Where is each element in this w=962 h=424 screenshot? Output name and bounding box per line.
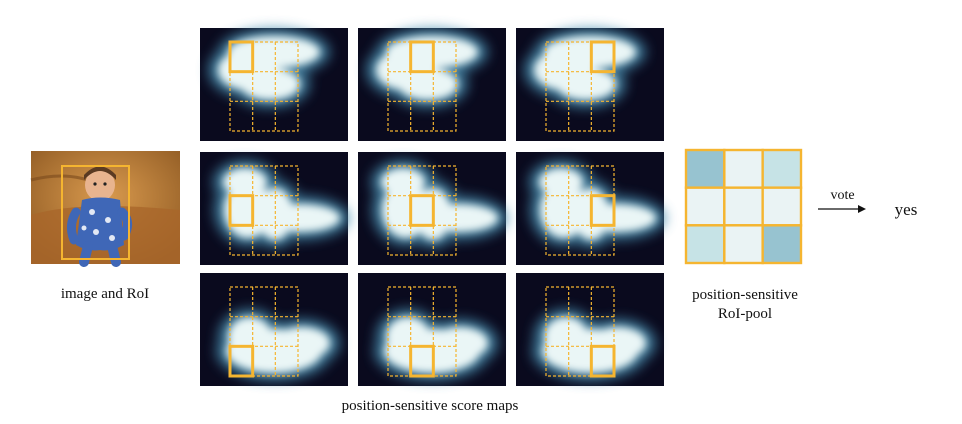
highlighted-bin xyxy=(228,194,255,227)
score-map xyxy=(200,152,350,265)
baby-figure xyxy=(66,166,132,267)
score-map xyxy=(358,28,506,141)
activation-blob xyxy=(274,327,330,359)
activation-blob xyxy=(544,317,588,357)
highlighted-bin xyxy=(409,40,435,74)
highlighted-bin xyxy=(589,194,616,227)
roi-pool-label-line1: position-sensitive xyxy=(692,287,798,303)
result-label: yes xyxy=(894,200,918,219)
highlighted-bin xyxy=(409,194,435,227)
score-map xyxy=(200,28,348,141)
score-map xyxy=(200,273,348,386)
highlighted-bin xyxy=(589,344,616,378)
roi-pool-label-line2: RoI-pool xyxy=(717,306,773,322)
score-map xyxy=(358,152,508,265)
score-maps-label: position-sensitive score maps xyxy=(341,398,519,414)
activation-blob xyxy=(432,327,488,359)
score-map xyxy=(516,152,666,265)
pool-cell xyxy=(684,224,726,265)
vote-label: vote xyxy=(830,188,855,203)
roi-dashed-grid xyxy=(387,165,457,256)
activation-blob xyxy=(260,204,340,232)
vote-arrow xyxy=(818,205,866,213)
roi-dashed-grid xyxy=(387,41,457,132)
roi-pool-output xyxy=(684,148,803,265)
pool-cell xyxy=(761,224,803,265)
activation-blob xyxy=(418,204,498,232)
activation-blob xyxy=(240,68,300,100)
roi-box xyxy=(61,165,130,260)
activation-blob xyxy=(590,327,646,359)
activation-blob xyxy=(576,204,656,232)
pool-cell xyxy=(723,186,764,227)
score-map xyxy=(516,273,664,386)
highlighted-bin xyxy=(409,344,435,378)
activation-blob xyxy=(228,36,320,68)
pool-cell xyxy=(723,148,764,189)
pool-cell xyxy=(761,148,803,189)
highlighted-bin xyxy=(228,40,255,74)
activation-blob xyxy=(398,68,458,100)
highlighted-bin xyxy=(228,344,255,378)
pool-cell xyxy=(761,186,803,227)
pool-cell xyxy=(684,186,726,227)
pool-cell xyxy=(684,148,726,189)
activation-blob xyxy=(386,317,430,357)
score-map xyxy=(516,28,664,141)
roi-pool-label: position-sensitive RoI-pool xyxy=(665,286,825,324)
score-map-grid xyxy=(200,28,666,386)
pool-cell xyxy=(723,224,764,265)
image-label: image and RoI xyxy=(60,286,150,302)
input-image xyxy=(30,151,180,267)
score-map xyxy=(358,273,506,386)
activation-blob xyxy=(228,317,272,357)
activation-blob xyxy=(556,68,616,100)
highlighted-bin xyxy=(589,40,616,74)
